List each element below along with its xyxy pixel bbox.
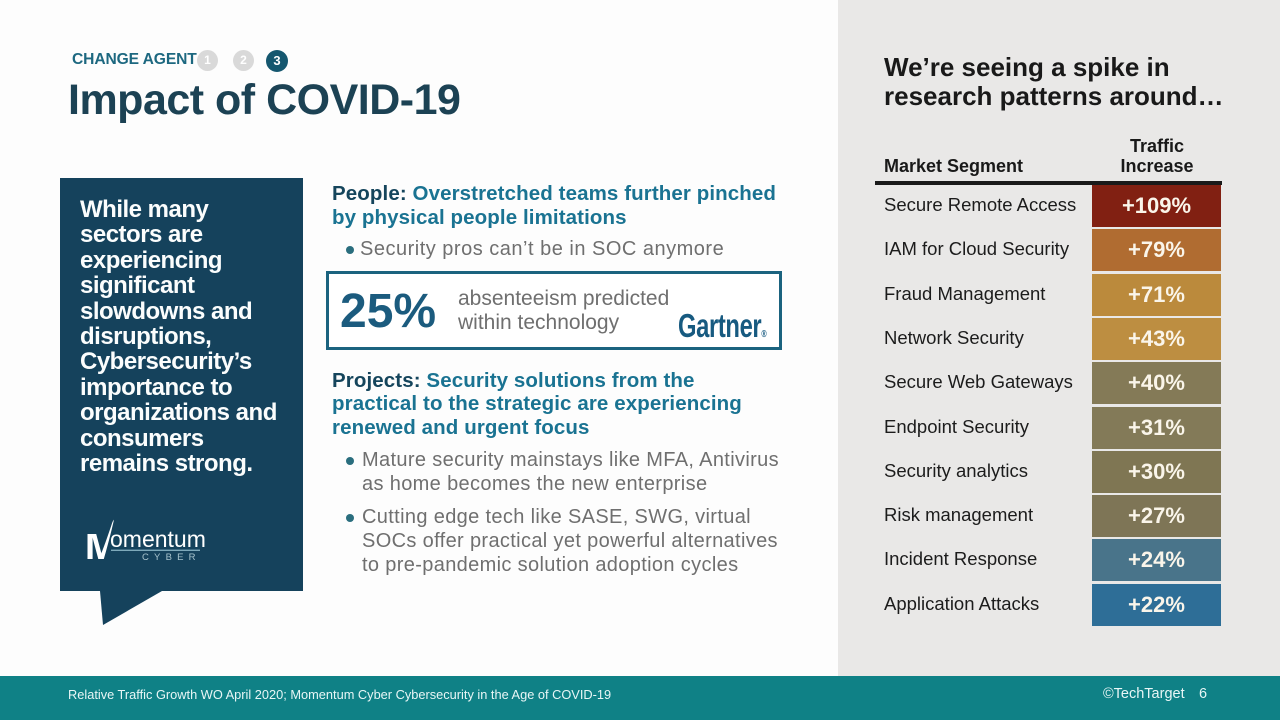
svg-text:CYBER: CYBER xyxy=(142,552,201,563)
svg-text:omentum: omentum xyxy=(110,526,206,552)
